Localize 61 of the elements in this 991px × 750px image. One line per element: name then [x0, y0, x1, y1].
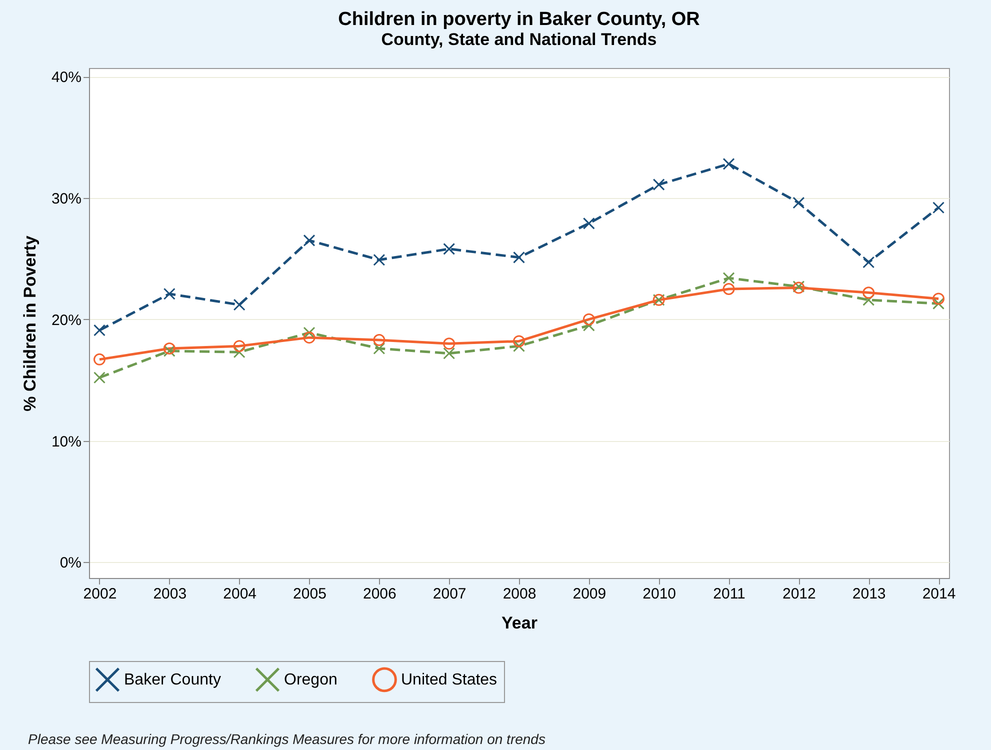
point: [163, 288, 176, 300]
chart-subtitle: County, State and National Trends: [381, 30, 657, 49]
point: [443, 242, 456, 255]
y-tick-label: 20%: [51, 312, 82, 329]
point: [862, 286, 875, 299]
point: [932, 292, 945, 305]
point: [233, 298, 246, 311]
x-tick-label: 2014: [922, 586, 956, 602]
point: [373, 342, 386, 354]
point: [373, 334, 386, 346]
point: [722, 272, 735, 284]
y-tick-label: 30%: [51, 190, 82, 208]
point: [303, 332, 316, 344]
point: [443, 347, 456, 360]
x-tick-label: 2005: [293, 586, 326, 602]
point: [443, 338, 456, 350]
point: [722, 158, 735, 170]
point: [93, 372, 106, 384]
chart-title: Children in poverty in Baker County, OR: [338, 9, 700, 30]
x-tick-label: 2007: [432, 586, 466, 602]
point: [862, 294, 875, 306]
text: Please see Measuring Progress/Rankings Measures for more information on trends: [28, 731, 546, 747]
point: [722, 283, 735, 295]
point: [932, 202, 945, 214]
point: [93, 353, 106, 366]
point: [163, 344, 176, 357]
point: [513, 340, 525, 352]
point: [582, 313, 595, 326]
x-tick-label: 2013: [852, 586, 886, 602]
x-tick-label: 2004: [223, 586, 257, 602]
point: [932, 298, 945, 310]
x-tick-label: 2011: [713, 586, 746, 602]
point: [93, 324, 106, 336]
legend-label: Oregon: [284, 672, 338, 689]
point: [652, 178, 665, 191]
x-axis-title: Year: [502, 614, 538, 632]
point: [303, 326, 316, 339]
point: [582, 217, 595, 230]
x-tick-label: 2008: [502, 586, 536, 602]
point: [233, 346, 246, 358]
point: [233, 340, 246, 352]
point: [303, 234, 316, 246]
legend-label: Baker County: [124, 672, 221, 689]
point: [373, 254, 386, 266]
x-tick-label: 2003: [153, 586, 187, 602]
y-tick-label: 0%: [60, 554, 82, 572]
point: [163, 342, 176, 354]
y-tick-label: 40%: [51, 69, 82, 86]
point: [582, 319, 595, 332]
y-axis-title: % Children in Poverty: [20, 235, 40, 412]
legend-label: United States: [401, 672, 498, 689]
x-tick-label: 2006: [362, 586, 396, 602]
point: [792, 196, 805, 209]
x-tick-label: 2009: [572, 586, 606, 602]
y-tick-label: 10%: [51, 433, 82, 450]
point: [862, 256, 875, 268]
x-tick-label: 2012: [782, 586, 816, 602]
point: [513, 335, 525, 348]
x-tick-label: 2010: [642, 586, 676, 602]
point: [513, 251, 525, 264]
x-tick-label: 2002: [83, 586, 117, 602]
